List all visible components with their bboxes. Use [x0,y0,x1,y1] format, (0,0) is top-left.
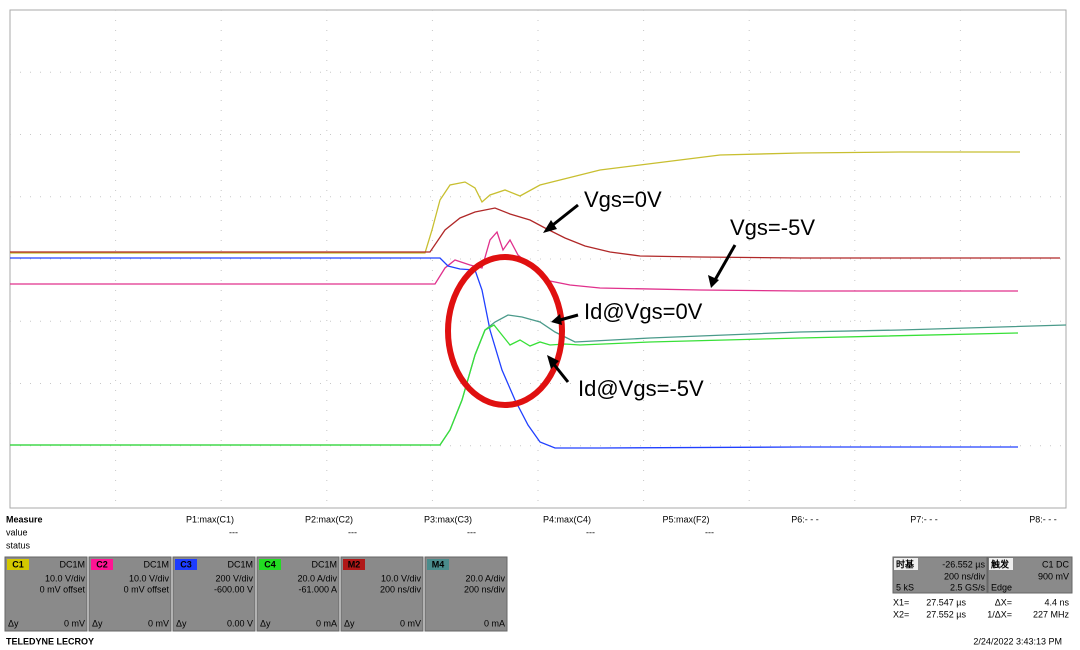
measure-param: P7:- - - [910,514,938,524]
cursor-value: 27.552 µs [926,609,966,619]
timestamp: 2/24/2022 3:43:13 PM [973,636,1062,646]
channel-scale: 10.0 V/div [45,573,86,583]
channel-delta: 0.00 V [227,618,253,628]
brand: TELEDYNE LECROY [6,636,94,646]
measure-value: --- [705,527,714,537]
channel-label: C2 [96,559,108,569]
measure-value: --- [229,527,238,537]
trace-c2 [10,230,1018,292]
timebase-label: 时基 [896,558,915,569]
waveforms [10,151,1067,449]
channel-delta: 0 mA [316,618,337,628]
annotation-arrows [543,203,737,383]
cursor-value: 27.547 µs [926,597,966,607]
plot-frame [9,9,1067,509]
channel-badge [91,559,113,570]
channel-scale: 20.0 A/div [465,573,505,583]
channel-scale: 200 V/div [215,573,253,583]
cursor-delta-value: 227 MHz [1033,609,1070,619]
annotation: Vgs=0V [584,187,662,212]
channel-scale: 10.0 V/div [381,573,422,583]
channel-label: M4 [432,559,445,569]
channel-delta-label: Δy [8,618,19,628]
channel-offset: 200 ns/div [380,584,422,594]
annotation: Id@Vgs=0V [584,299,703,324]
channel-label: C3 [180,559,192,569]
trace-c4 [10,324,1019,446]
measure-row-label: status [6,540,31,550]
measure-value: --- [348,527,357,537]
timebase-rate: 2.5 GS/s [950,582,986,592]
timebase-badge [894,558,918,570]
channel-offset: 200 ns/div [464,584,506,594]
trigger-mode: Edge [991,582,1012,592]
channel-coupling: DC1M [143,559,169,569]
channel-offset: -600.00 V [214,584,253,594]
measure-value: --- [586,527,595,537]
trigger-label: 触发 [990,558,1010,569]
measure-param: P8:- - - [1029,514,1057,524]
measure-param: P6:- - - [791,514,819,524]
channel-label: C4 [264,559,276,569]
measure-row-label: value [6,527,28,537]
channel-badge [259,559,281,570]
annotation: Id@Vgs=-5V [578,376,704,401]
cursor-label: X1= [893,597,909,607]
channel-label: C1 [12,559,24,569]
channel-delta-label: Δy [176,618,187,628]
cursor-label: X2= [893,609,909,619]
channel-offset: -61.000 A [298,584,337,594]
channel-coupling: DC1M [311,559,337,569]
channel-label: M2 [348,559,361,569]
channel-badge [7,559,29,570]
timebase-delay: -26.552 µs [942,559,985,569]
timebase-scale: 200 ns/div [944,571,986,581]
measure-param: P3:max(C3) [424,514,472,524]
channel-badge [175,559,197,570]
channel-delta: 0 mV [64,618,85,628]
channel-badge [343,559,365,570]
channel-coupling: DC1M [227,559,253,569]
channel-delta-label: Δy [260,618,271,628]
channel-scale: 20.0 A/div [297,573,337,583]
cursor-delta-label: ΔX= [995,597,1012,607]
channel-delta: 0 mA [484,618,505,628]
annotation: Vgs=-5V [730,215,815,240]
cursor-delta-label: 1/ΔX= [987,609,1012,619]
trace-m2 [10,207,1060,259]
measure-param: P2:max(C2) [305,514,353,524]
measure-param: P1:max(C1) [186,514,234,524]
highlight-circle [445,254,565,408]
trigger-level: 900 mV [1038,571,1069,581]
channel-delta-label: Δy [92,618,103,628]
timebase-samples: 5 kS [896,582,914,592]
status-panel: Measure value status P1:max(C1) --- P2:max(C2… [4,514,1073,646]
channel-offset: 0 mV offset [40,584,86,594]
graticule [10,10,1066,508]
channel-coupling: DC1M [59,559,85,569]
trigger-badge [989,558,1013,570]
cursor-delta-value: 4.4 ns [1044,597,1069,607]
channel-box[interactable] [424,556,508,632]
measure-param: P5:max(F2) [662,514,709,524]
measure-title: Measure [6,514,43,524]
channel-delta: 0 mV [148,618,169,628]
channel-delta: 0 mV [400,618,421,628]
channel-offset: 0 mV offset [124,584,170,594]
measure-param: P4:max(C4) [543,514,591,524]
channel-badge [427,559,449,570]
channel-scale: 10.0 V/div [129,573,170,583]
trace-c1 [10,151,1020,254]
trigger-source: C1 DC [1042,559,1070,569]
measure-value: --- [467,527,476,537]
trace-c3 [10,257,1018,449]
channel-delta-label: Δy [344,618,355,628]
